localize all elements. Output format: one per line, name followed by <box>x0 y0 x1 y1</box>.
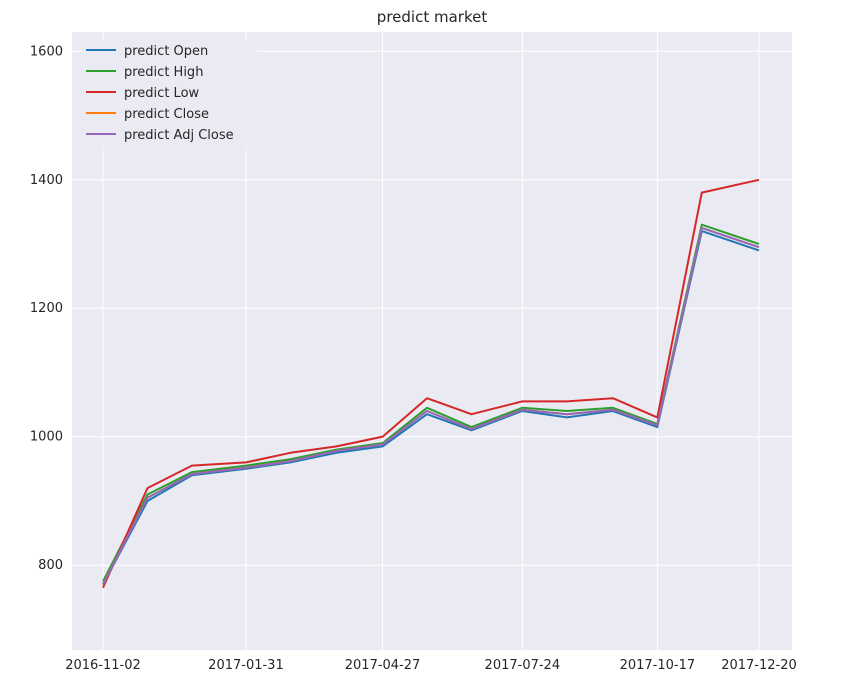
y-tick-labels: 800 1000 1200 1400 1600 <box>30 44 63 573</box>
series-line <box>102 226 760 585</box>
x-tick-labels: 2016-11-02 2017-01-31 2017-04-27 2017-07-24… <box>65 658 797 673</box>
series-layer <box>102 178 760 589</box>
y-tick-label: 1600 <box>30 44 63 59</box>
series-line <box>102 178 760 589</box>
x-tick-label: 2017-01-31 <box>208 658 284 673</box>
y-tick-label: 1000 <box>30 430 63 445</box>
series-line <box>102 223 760 582</box>
x-tick-label: 2017-07-24 <box>485 658 561 673</box>
y-tick-label: 1400 <box>30 173 63 188</box>
legend-label: predict Adj Close <box>124 128 234 143</box>
x-tick-label: 2017-12-20 <box>721 658 797 673</box>
x-tick-label: 2016-11-02 <box>65 658 141 673</box>
legend-label: predict Close <box>124 107 209 122</box>
legend-label: predict High <box>124 65 203 80</box>
chart-title: predict market <box>377 8 488 26</box>
legend-background <box>82 40 258 151</box>
legend: predict Open predict High predict Low predi… <box>82 40 258 151</box>
legend-label: predict Low <box>124 86 200 101</box>
x-tick-label: 2017-04-27 <box>345 658 421 673</box>
legend-label: predict Open <box>124 44 208 59</box>
y-tick-label: 1200 <box>30 301 63 316</box>
x-tick-label: 2017-10-17 <box>620 658 696 673</box>
series-line <box>102 230 760 585</box>
grid <box>72 32 792 650</box>
y-tick-label: 800 <box>38 558 63 573</box>
